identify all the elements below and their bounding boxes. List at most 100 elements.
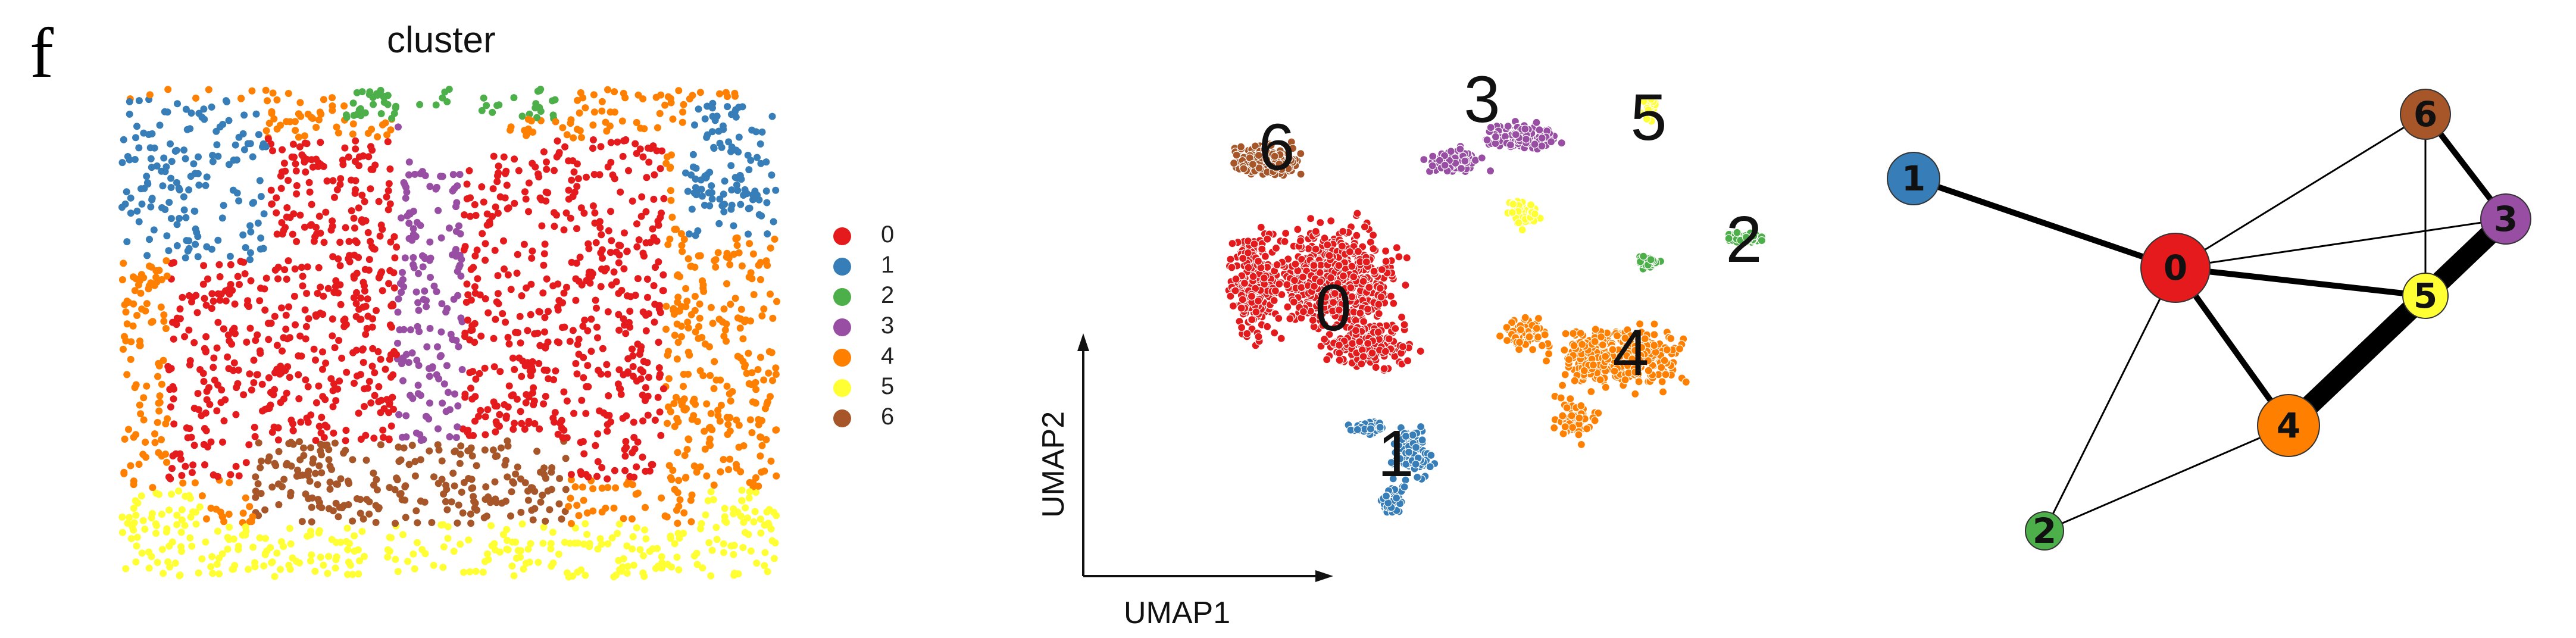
- spatial-cell-dot: [143, 300, 151, 308]
- spatial-cell-dot: [583, 530, 591, 538]
- spatial-cell-dot: [745, 494, 753, 502]
- spatial-cell-dot: [213, 344, 221, 352]
- spatial-cell-dot: [699, 564, 706, 572]
- spatial-cell-dot: [349, 517, 357, 525]
- spatial-cell-dot: [727, 162, 735, 170]
- spatial-cell-dot: [701, 115, 709, 123]
- spatial-cell-dot: [543, 275, 551, 283]
- spatial-cell-dot: [399, 433, 406, 441]
- spatial-cell-dot: [391, 254, 399, 262]
- spatial-cell-dot: [639, 417, 647, 425]
- spatial-cell-dot: [246, 503, 254, 511]
- spatial-cell-dot: [651, 318, 658, 326]
- spatial-cell-dot: [498, 499, 506, 507]
- spatial-cell-dot: [675, 87, 683, 95]
- spatial-cell-dot: [642, 208, 650, 215]
- spatial-cell-dot: [121, 435, 129, 443]
- spatial-cell-dot: [654, 124, 661, 132]
- spatial-dot-layer: [118, 86, 780, 581]
- spatial-cell-dot: [762, 187, 770, 195]
- spatial-cell-dot: [560, 289, 568, 297]
- spatial-cell-dot: [642, 535, 650, 543]
- spatial-cell-dot: [351, 532, 358, 540]
- spatial-cell-dot: [504, 271, 512, 279]
- spatial-cell-dot: [567, 476, 575, 484]
- spatial-cell-dot: [480, 198, 487, 206]
- spatial-cell-dot: [142, 439, 149, 446]
- spatial-cell-dot: [265, 374, 273, 381]
- spatial-cell-dot: [513, 270, 521, 277]
- spatial-cell-dot: [696, 314, 704, 322]
- spatial-cell-dot: [415, 307, 423, 314]
- spatial-cell-dot: [315, 212, 323, 220]
- spatial-cell-dot: [187, 173, 195, 180]
- spatial-cell-dot: [463, 180, 471, 188]
- spatial-cell-dot: [307, 557, 314, 565]
- spatial-cell-dot: [293, 237, 301, 245]
- spatial-cell-dot: [437, 328, 445, 336]
- spatial-cell-dot: [305, 315, 312, 323]
- spatial-cell-dot: [158, 380, 165, 388]
- spatial-cell-dot: [322, 208, 330, 216]
- spatial-cell-dot: [208, 553, 216, 561]
- spatial-cell-dot: [533, 114, 540, 121]
- panel-letter: f: [30, 13, 54, 92]
- spatial-cell-dot: [764, 261, 771, 269]
- spatial-cell-dot: [484, 309, 492, 317]
- spatial-cell-dot: [576, 109, 583, 117]
- spatial-cell-dot: [342, 437, 349, 445]
- spatial-cell-dot: [344, 571, 352, 578]
- spatial-cell-dot: [122, 337, 130, 345]
- spatial-cell-dot: [261, 506, 269, 514]
- spatial-cell-dot: [657, 431, 665, 439]
- spatial-cell-dot: [739, 335, 747, 343]
- spatial-cell-dot: [617, 390, 625, 398]
- spatial-cell-dot: [165, 247, 173, 255]
- spatial-cell-dot: [590, 108, 598, 116]
- spatial-cell-dot: [168, 490, 175, 498]
- spatial-cell-dot: [623, 412, 630, 420]
- spatial-cell-dot: [120, 136, 127, 143]
- spatial-cell-dot: [724, 431, 731, 438]
- spatial-cell-dot: [514, 547, 522, 554]
- spatial-cell-dot: [196, 503, 204, 511]
- spatial-cell-dot: [540, 400, 548, 408]
- spatial-cell-dot: [180, 193, 187, 201]
- spatial-cell-dot: [572, 275, 580, 283]
- spatial-cell-dot: [258, 457, 265, 465]
- spatial-cell-dot: [296, 332, 304, 340]
- spatial-cell-dot: [156, 121, 164, 129]
- spatial-cell-dot: [213, 561, 221, 568]
- spatial-cell-dot: [203, 243, 211, 251]
- spatial-cell-dot: [721, 177, 729, 185]
- spatial-cell-dot: [693, 561, 701, 568]
- spatial-cell-dot: [208, 305, 215, 312]
- spatial-cell-dot: [497, 444, 505, 452]
- spatial-cell-dot: [273, 209, 280, 217]
- spatial-cell-dot: [239, 509, 247, 517]
- spatial-cell-dot: [619, 152, 627, 160]
- spatial-cell-dot: [586, 279, 594, 287]
- spatial-cell-dot: [604, 86, 611, 93]
- spatial-cell-dot: [317, 139, 324, 146]
- spatial-cell-dot: [636, 546, 644, 553]
- spatial-cell-dot: [443, 98, 451, 105]
- spatial-cell-dot: [164, 108, 171, 116]
- graph-edge-1-0: [1911, 176, 2178, 271]
- spatial-cell-dot: [452, 434, 460, 442]
- spatial-cell-dot: [252, 337, 260, 344]
- spatial-cell-dot: [445, 224, 453, 232]
- spatial-cell-dot: [342, 427, 350, 434]
- spatial-cell-dot: [334, 385, 342, 393]
- spatial-cell-dot: [641, 526, 649, 534]
- spatial-cell-dot: [562, 209, 570, 217]
- spatial-cell-dot: [310, 345, 318, 353]
- spatial-cell-dot: [126, 110, 133, 118]
- spatial-cell-dot: [614, 530, 621, 537]
- spatial-cell-dot: [415, 270, 422, 277]
- spatial-cell-dot: [273, 230, 281, 238]
- spatial-cell-dot: [673, 393, 680, 401]
- spatial-cell-dot: [246, 249, 254, 257]
- spatial-cell-dot: [515, 167, 523, 174]
- spatial-cell-dot: [357, 294, 365, 302]
